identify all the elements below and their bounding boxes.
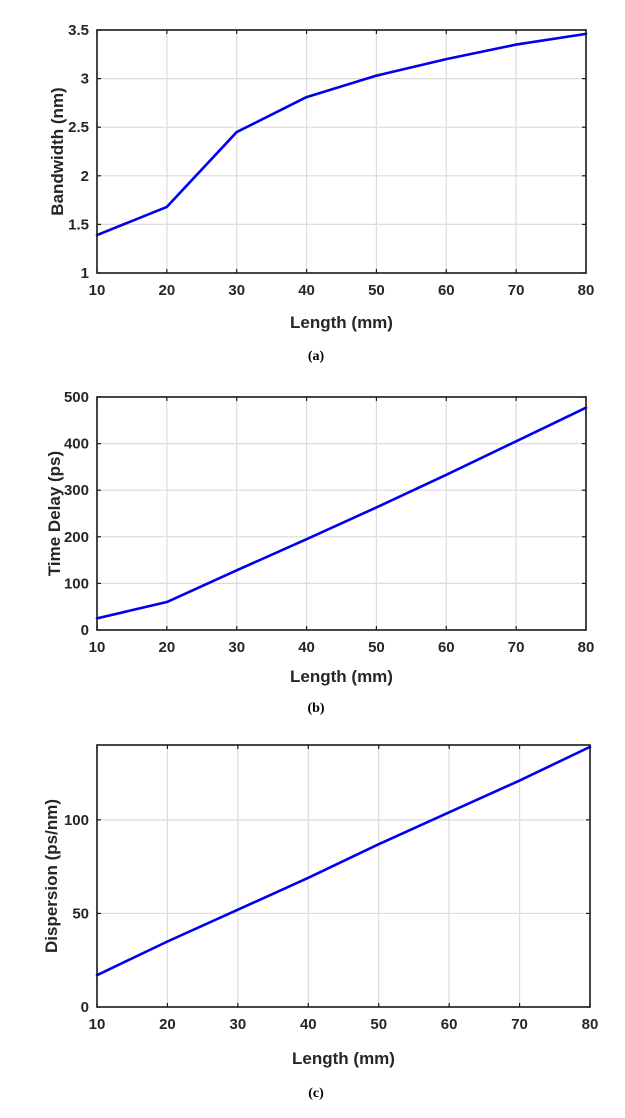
x-tick-label: 10 (89, 639, 106, 656)
axes-frame (96, 396, 587, 631)
x-tick-label: 70 (511, 1016, 528, 1033)
y-tick-label: 300 (64, 482, 89, 499)
x-tick-label: 50 (368, 282, 385, 299)
x-tick-label: 20 (159, 1016, 176, 1033)
chart-panel-2: 10 20 30 40 50 60 70 80 0 100 200 300 400 500 Length (… (45, 389, 594, 716)
x-tick-label: 30 (228, 282, 245, 299)
data-point (444, 473, 448, 477)
x-tick-label: 10 (89, 282, 106, 299)
y-tick-label: 0 (81, 622, 89, 639)
plot-area (97, 30, 586, 273)
x-tick-label: 80 (578, 282, 595, 299)
y-tick-label: 1.5 (68, 216, 89, 233)
y-tick-label: 500 (64, 389, 89, 406)
x-tick-label: 30 (228, 639, 245, 656)
data-point (374, 74, 378, 78)
data-point (165, 205, 169, 209)
data-point (165, 940, 169, 944)
x-axis-title: Length (mm) (290, 667, 393, 686)
y-tick-label: 50 (72, 905, 89, 922)
x-axis-title: Length (mm) (290, 313, 393, 332)
data-point (305, 95, 309, 99)
y-axis-title: Bandwidth (nm) (48, 87, 67, 215)
data-point (305, 537, 309, 541)
panel-caption: (a) (308, 349, 325, 364)
y-tick-label: 2 (81, 168, 89, 185)
data-point (447, 810, 451, 814)
x-tick-label: 40 (298, 639, 315, 656)
x-tick-label: 50 (370, 1016, 387, 1033)
chart-panel-1: 10 20 30 40 50 60 70 80 1 1.5 2 2.5 3 3.5 Length (mm) B… (48, 22, 594, 364)
data-point (235, 130, 239, 134)
plot-area (97, 397, 586, 630)
x-tick-label: 70 (508, 639, 525, 656)
x-tick-label: 70 (508, 282, 525, 299)
data-point (236, 908, 240, 912)
y-tick-label: 2.5 (68, 119, 89, 136)
x-axis-title: Length (mm) (292, 1049, 395, 1068)
y-tick-label: 400 (64, 436, 89, 453)
y-tick-label: 3.5 (68, 22, 89, 39)
x-tick-label: 20 (159, 282, 176, 299)
x-tick-label: 40 (300, 1016, 317, 1033)
y-axis-title: Dispersion (ps/nm) (42, 799, 61, 953)
y-tick-label: 100 (64, 575, 89, 592)
panel-caption: (c) (308, 1086, 324, 1101)
chart-panel-3: 10 20 30 40 50 60 70 80 0 50 100 Length (mm) Dispers… (42, 744, 599, 1101)
data-point (514, 43, 518, 47)
data-point (514, 439, 518, 443)
series-line (95, 745, 592, 977)
y-axis-title: Time Delay (ps) (45, 451, 64, 576)
data-point (374, 505, 378, 509)
axes-frame (96, 744, 591, 1008)
y-tick-label: 1 (81, 265, 89, 282)
data-point (165, 600, 169, 604)
x-tick-label: 60 (441, 1016, 458, 1033)
x-tick-label: 60 (438, 282, 455, 299)
x-tick-label: 80 (582, 1016, 599, 1033)
x-tick-label: 50 (368, 639, 385, 656)
x-tick-label: 60 (438, 639, 455, 656)
data-point (306, 876, 310, 880)
panel-caption: (b) (307, 701, 324, 716)
data-point (444, 57, 448, 61)
x-tick-label: 20 (159, 639, 176, 656)
y-tick-label: 0 (81, 999, 89, 1016)
y-tick-label: 100 (64, 812, 89, 829)
data-point (377, 842, 381, 846)
plot-area (97, 745, 590, 1007)
x-tick-label: 10 (89, 1016, 106, 1033)
x-tick-label: 30 (230, 1016, 247, 1033)
axes-frame (96, 29, 587, 274)
y-tick-label: 200 (64, 529, 89, 546)
y-tick-label: 3 (81, 71, 89, 88)
x-tick-label: 40 (298, 282, 315, 299)
data-point (518, 779, 522, 783)
x-tick-label: 80 (578, 639, 595, 656)
series-line (95, 406, 588, 620)
series-line (95, 32, 588, 237)
data-point (235, 568, 239, 572)
